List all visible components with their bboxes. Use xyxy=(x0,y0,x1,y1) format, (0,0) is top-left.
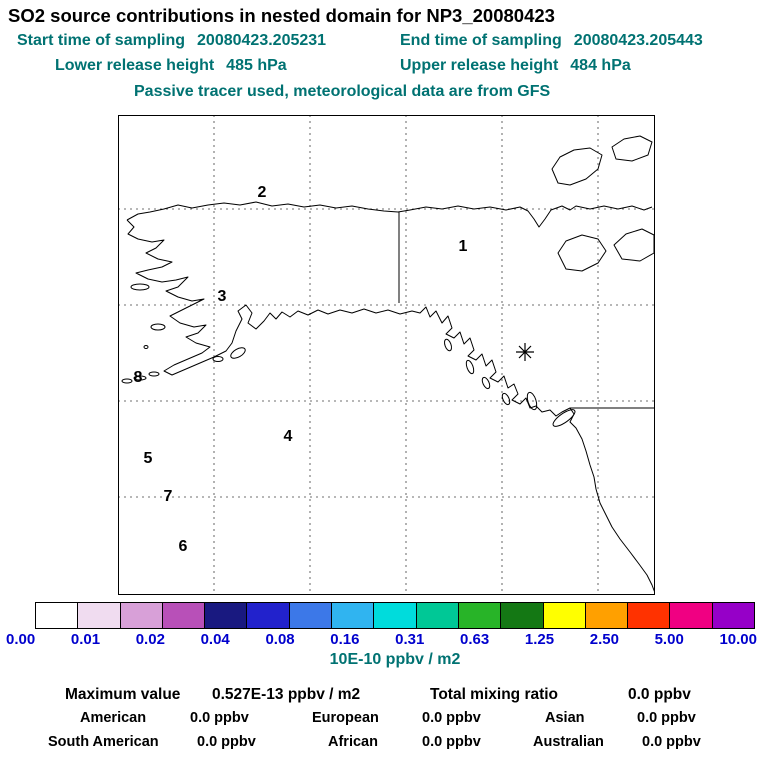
colorbar-tick: 0.08 xyxy=(265,631,295,648)
start-time-value: 20080423.205231 xyxy=(197,32,327,49)
map-region-labels: 1 2 3 4 5 6 7 8 xyxy=(134,184,468,555)
max-value: 0.527E-13 ppbv / m2 xyxy=(212,686,361,703)
colorbar-tick: 0.04 xyxy=(200,631,230,648)
region-american-label: American xyxy=(80,710,147,726)
colorbar-segment xyxy=(627,603,670,628)
map-panel: 1 2 3 4 5 6 7 8 xyxy=(118,115,656,595)
tracer-note: Passive tracer used, meteorological data… xyxy=(134,83,551,100)
colorbar-ticks: 0.00 0.01 0.02 0.04 0.08 0.16 0.31 0.63 1.25 2.50… xyxy=(6,631,757,648)
colorbar-segment xyxy=(36,603,78,628)
upper-release-value: 484 hPa xyxy=(570,57,631,74)
colorbar-segment xyxy=(246,603,289,628)
region-african-label: African xyxy=(328,734,378,750)
start-time-label: Start time of sampling xyxy=(17,32,186,49)
max-value-label: Maximum value xyxy=(65,686,181,703)
map-region-label: 7 xyxy=(164,488,173,505)
region-european-label: European xyxy=(312,710,379,726)
upper-release-label: Upper release height xyxy=(400,57,559,74)
upper-release-height: Upper release height 484 hPa xyxy=(400,57,631,75)
page-title: SO2 source contributions in nested domai… xyxy=(8,5,555,26)
map-frame xyxy=(118,115,655,595)
start-time: Start time of sampling 20080423.205231 xyxy=(17,32,326,50)
islands xyxy=(121,283,576,427)
release-marker-asterisk xyxy=(516,343,534,361)
colorbar-tick: 1.25 xyxy=(524,631,555,648)
map-region-label: 6 xyxy=(179,538,188,555)
region-european-value: 0.0 ppbv xyxy=(422,710,481,726)
colorbar-segment xyxy=(500,603,543,628)
map-region-label: 2 xyxy=(258,184,267,201)
colorbar-segment xyxy=(204,603,247,628)
colorbar-segment xyxy=(288,603,332,628)
colorbar-segment xyxy=(161,603,205,628)
total-mixing-label: Total mixing ratio xyxy=(430,686,559,703)
colorbar-segment xyxy=(584,603,628,628)
end-time: End time of sampling 20080423.205443 xyxy=(400,32,703,50)
colorbar-tick: 2.50 xyxy=(589,631,619,648)
map-region-label: 8 xyxy=(134,369,143,386)
colorbar xyxy=(35,602,755,629)
region-australian-value: 0.0 ppbv xyxy=(642,734,701,750)
lower-release-label: Lower release height xyxy=(55,57,215,74)
end-time-label: End time of sampling xyxy=(400,32,562,49)
map-region-label: 5 xyxy=(144,450,153,467)
colorbar-tick: 0.00 xyxy=(6,631,36,648)
coastline-pacific xyxy=(126,219,656,594)
colorbar-segment xyxy=(331,603,374,628)
region-south-american-value: 0.0 ppbv xyxy=(197,734,256,750)
colorbar-tick: 10.00 xyxy=(719,631,757,648)
colorbar-tick: 0.63 xyxy=(460,631,490,648)
map-region-label: 1 xyxy=(459,238,468,255)
colorbar-tick: 0.16 xyxy=(330,631,360,648)
lower-release-value: 485 hPa xyxy=(226,57,287,74)
coastline-arctic xyxy=(126,201,653,228)
colorbar-segment xyxy=(77,603,120,628)
map-region-label: 3 xyxy=(218,288,227,305)
colorbar-segment xyxy=(711,603,755,628)
region-south-american-label: South American xyxy=(48,734,159,750)
arctic-islands xyxy=(551,135,655,272)
colorbar-segment xyxy=(457,603,501,628)
region-african-value: 0.0 ppbv xyxy=(422,734,481,750)
grid-lines xyxy=(118,115,655,595)
colorbar-tick: 0.01 xyxy=(70,631,101,648)
total-mixing-value: 0.0 ppbv xyxy=(628,686,691,703)
region-asian-value: 0.0 ppbv xyxy=(637,710,696,726)
region-american-value: 0.0 ppbv xyxy=(190,710,249,726)
colorbar-segment xyxy=(415,603,458,628)
colorbar-tick: 0.02 xyxy=(135,631,165,648)
colorbar-segment xyxy=(119,603,162,628)
lower-release-height: Lower release height 485 hPa xyxy=(55,57,287,75)
political-border xyxy=(398,212,655,409)
colorbar-units: 10E-10 ppbv / m2 xyxy=(329,651,461,668)
colorbar-segment xyxy=(669,603,712,628)
region-asian-label: Asian xyxy=(545,710,585,726)
map-svg: 1 2 3 4 5 6 7 8 xyxy=(118,115,656,595)
colorbar-segment xyxy=(373,603,416,628)
end-time-value: 20080423.205443 xyxy=(573,32,703,49)
region-australian-label: Australian xyxy=(533,734,604,750)
colorbar-tick: 0.31 xyxy=(395,631,425,648)
colorbar-tick: 5.00 xyxy=(654,631,684,648)
map-region-label: 4 xyxy=(284,428,293,445)
colorbar-segment xyxy=(542,603,585,628)
